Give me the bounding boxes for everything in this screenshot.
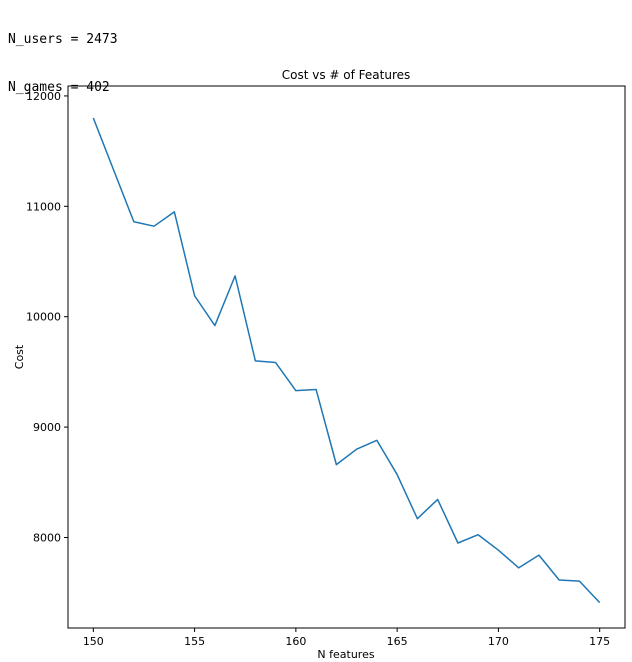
output-line-users: N_users = 2473 xyxy=(8,32,118,47)
x-tick-label: 170 xyxy=(488,635,509,648)
output-line-games: N_games = 402 xyxy=(8,80,110,95)
y-tick-label: 8000 xyxy=(33,531,61,544)
x-tick-label: 165 xyxy=(387,635,408,648)
cell-output: N_users = 2473 N_games = 402 xyxy=(8,0,118,112)
x-tick-label: 155 xyxy=(184,635,205,648)
y-axis-label: Cost xyxy=(13,344,26,369)
y-tick-label: 12000 xyxy=(26,90,61,103)
y-tick-label: 9000 xyxy=(33,421,61,434)
x-tick-label: 175 xyxy=(589,635,610,648)
plot-frame xyxy=(67,85,626,629)
y-axis: 8000 9000 10000 11000 12000 xyxy=(26,90,68,544)
x-axis: 150 155 160 165 170 175 xyxy=(83,628,610,648)
y-tick-label: 11000 xyxy=(26,200,61,213)
x-tick-label: 160 xyxy=(285,635,306,648)
x-tick-label: 150 xyxy=(83,635,104,648)
chart-title: Cost vs # of Features xyxy=(282,68,411,82)
y-tick-label: 10000 xyxy=(26,311,61,324)
x-axis-label: N features xyxy=(317,648,374,661)
series-line xyxy=(92,117,601,604)
